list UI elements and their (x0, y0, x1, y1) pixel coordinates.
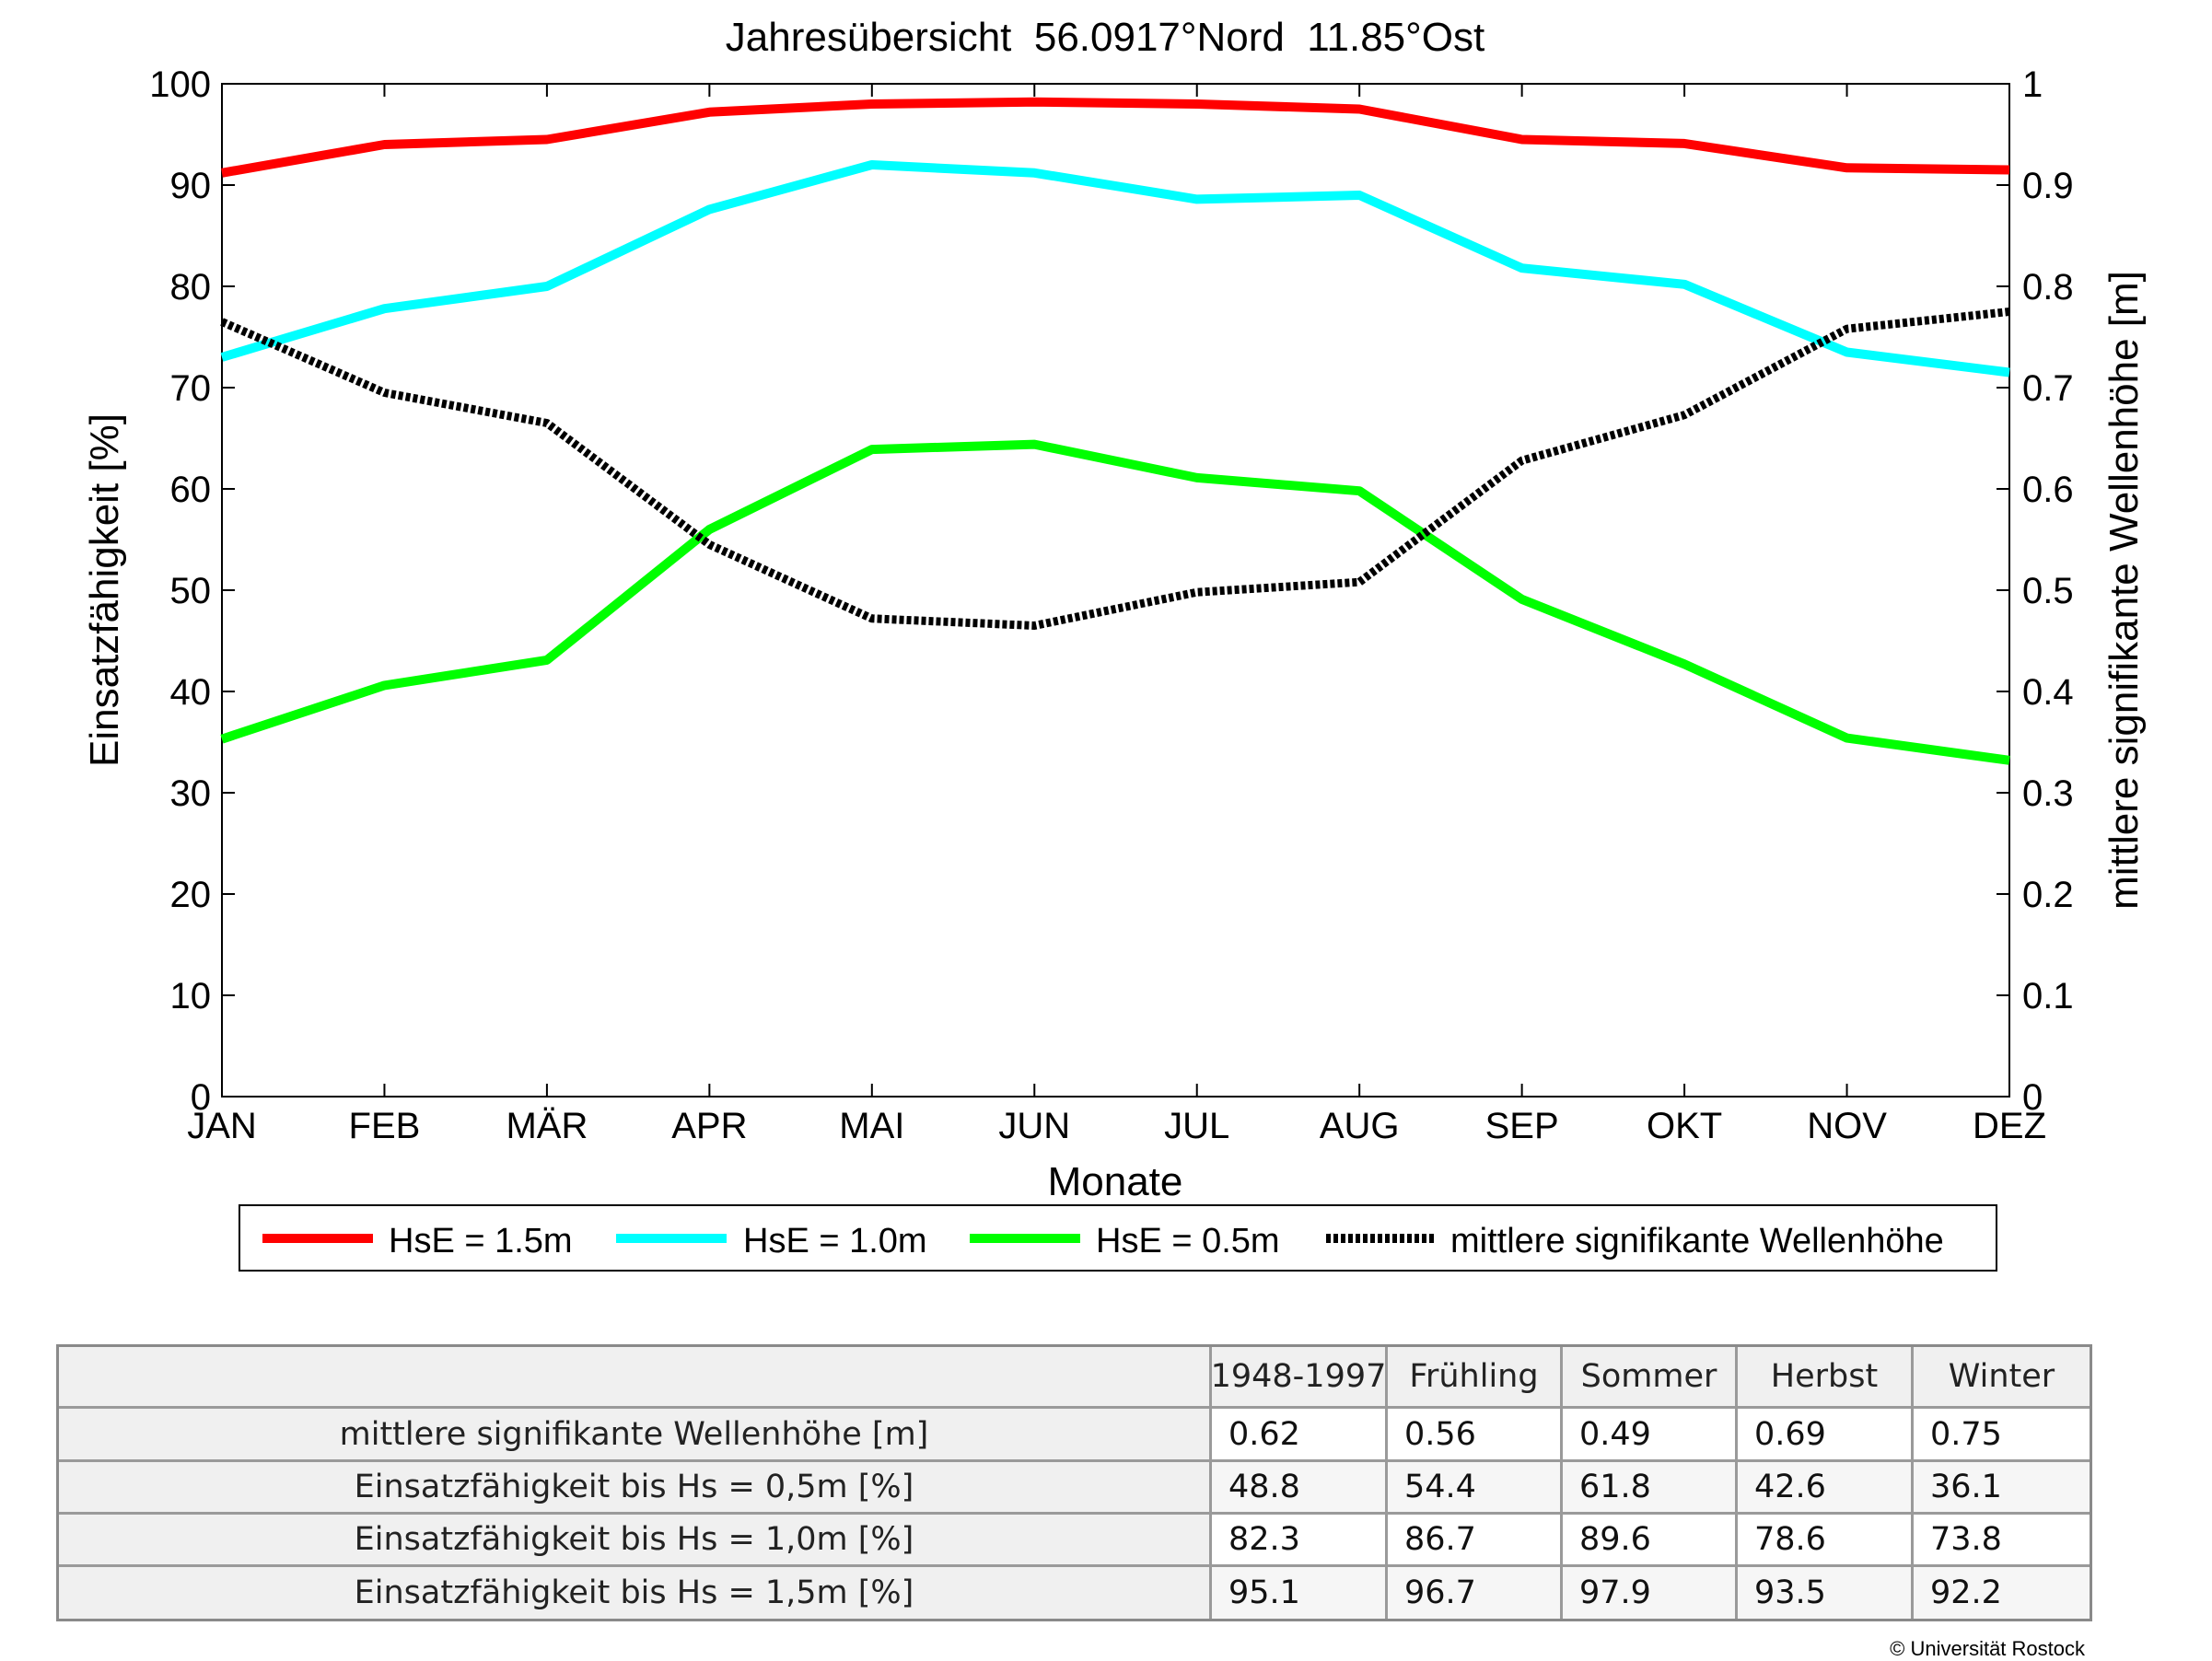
x-tick-label: FEB (349, 1106, 421, 1146)
table-cell: 78.6 (1738, 1515, 1914, 1567)
y-tick-label-right: 0.5 (2022, 571, 2074, 611)
y-tick-label-right: 0 (2022, 1077, 2043, 1118)
y-tick-label-left: 40 (170, 672, 212, 713)
table-row-label: Einsatzfähigkeit bis Hs = 1,5m [%] (59, 1567, 1212, 1619)
x-tick-label: APR (671, 1106, 747, 1146)
x-tick-label: MÄR (506, 1106, 588, 1146)
y-tick-label-right: 0.9 (2022, 166, 2074, 206)
table-cell: 86.7 (1388, 1515, 1563, 1567)
table-row-label: Einsatzfähigkeit bis Hs = 1,0m [%] (59, 1515, 1212, 1567)
x-tick-label: JAN (187, 1106, 257, 1146)
x-tick-label: OKT (1647, 1106, 1722, 1146)
table-row-label: mittlere signifikante Wellenhöhe [m] (59, 1409, 1212, 1462)
y-tick-label-left: 50 (170, 571, 212, 611)
table-cell: 0.49 (1563, 1409, 1738, 1462)
y-tick-label-left: 70 (170, 368, 212, 409)
y-tick-label-right: 0.4 (2022, 672, 2074, 713)
x-tick-label: MAI (839, 1106, 904, 1146)
legend-label-hse-0-5: HsE = 0.5m (1096, 1222, 1280, 1260)
table-header-autumn: Herbst (1738, 1347, 1914, 1409)
table-header-summer: Sommer (1563, 1347, 1738, 1409)
series-line-hse-1-5 (221, 97, 2010, 178)
y-tick-label-right: 0.2 (2022, 875, 2074, 915)
series-line-hse-0-5 (220, 439, 2010, 765)
table-cell: 48.8 (1212, 1462, 1388, 1515)
table-cell: 61.8 (1563, 1462, 1738, 1515)
table-header-period: 1948-1997 (1212, 1347, 1388, 1409)
x-tick-label: JUN (998, 1106, 1070, 1146)
table-cell: 73.8 (1914, 1515, 2090, 1567)
table-cell: 0.75 (1914, 1409, 2090, 1462)
y-tick-label-right: 0.8 (2022, 267, 2074, 308)
y-tick-label-left: 80 (170, 267, 212, 308)
chart-title: Jahresübersicht 56.0917°Nord 11.85°Ost (726, 15, 1484, 60)
x-tick-label: JUL (1164, 1106, 1229, 1146)
table-row: Einsatzfähigkeit bis Hs = 1,0m [%] 82.3 … (59, 1515, 2090, 1567)
plot-area (221, 83, 2010, 1098)
table-cell: 96.7 (1388, 1567, 1563, 1619)
y-axis-right-label: mittlere signifikante Wellenhöhe [m] (2101, 271, 2147, 910)
table-cell: 42.6 (1738, 1462, 1914, 1515)
y-tick-label-right: 0.3 (2022, 773, 2074, 814)
y-tick-label-right: 0.6 (2022, 470, 2074, 510)
y-tick-label-right: 0.7 (2022, 368, 2074, 409)
table-row: Einsatzfähigkeit bis Hs = 1,5m [%] 95.1 … (59, 1567, 2090, 1619)
x-tick-label: SEP (1485, 1106, 1559, 1146)
table-cell: 92.2 (1914, 1567, 2090, 1619)
table-row: Einsatzfähigkeit bis Hs = 0,5m [%] 48.8 … (59, 1462, 2090, 1515)
table-cell: 95.1 (1212, 1567, 1388, 1619)
table-header-empty (59, 1347, 1212, 1409)
table-cell: 54.4 (1388, 1462, 1563, 1515)
table-cell: 93.5 (1738, 1567, 1914, 1619)
y-tick-label-left: 0 (191, 1077, 211, 1118)
y-axis-left-label: Einsatzfähigkeit [%] (82, 413, 127, 767)
x-axis-label: Monate (1048, 1159, 1183, 1204)
table-header-row: 1948-1997 Frühling Sommer Herbst Winter (59, 1347, 2090, 1409)
y-tick-label-left: 20 (170, 875, 212, 915)
legend-box (239, 1204, 1997, 1272)
table-header-winter: Winter (1914, 1347, 2090, 1409)
table-cell: 89.6 (1563, 1515, 1738, 1567)
legend: HsE = 1.5m HsE = 1.0m HsE = 0.5m mittler… (239, 1204, 1997, 1272)
table-cell: 0.62 (1212, 1409, 1388, 1462)
x-tick-label: AUG (1320, 1106, 1400, 1146)
y-tick-label-right: 1 (2022, 64, 2043, 105)
y-tick-label-left: 10 (170, 976, 212, 1016)
table-header-spring: Frühling (1388, 1347, 1563, 1409)
legend-label-wellenhoehe: mittlere signifikante Wellenhöhe (1450, 1222, 1944, 1260)
table-row-label: Einsatzfähigkeit bis Hs = 0,5m [%] (59, 1462, 1212, 1515)
x-tick-label: DEZ (1973, 1106, 2046, 1146)
y-tick-label-left: 90 (170, 166, 212, 206)
statistics-table: 1948-1997 Frühling Sommer Herbst Winter … (56, 1344, 2092, 1621)
table-cell: 0.69 (1738, 1409, 1914, 1462)
x-tick-label: NOV (1807, 1106, 1887, 1146)
series-line-hse-1-0 (220, 160, 2010, 378)
series-line-wellenhoehe (220, 308, 2010, 630)
table-cell: 36.1 (1914, 1462, 2090, 1515)
y-tick-label-right: 0.1 (2022, 976, 2074, 1016)
table-cell: 82.3 (1212, 1515, 1388, 1567)
table-cell: 0.56 (1388, 1409, 1563, 1462)
legend-label-hse-1-5: HsE = 1.5m (389, 1222, 573, 1260)
y-tick-label-left: 60 (170, 470, 212, 510)
y-tick-label-left: 100 (149, 64, 211, 105)
table-cell: 97.9 (1563, 1567, 1738, 1619)
copyright-notice: © Universität Rostock (1890, 1637, 2085, 1660)
table-row: mittlere signifikante Wellenhöhe [m] 0.6… (59, 1409, 2090, 1462)
y-tick-label-left: 30 (170, 773, 212, 814)
legend-label-hse-1-0: HsE = 1.0m (743, 1222, 927, 1260)
